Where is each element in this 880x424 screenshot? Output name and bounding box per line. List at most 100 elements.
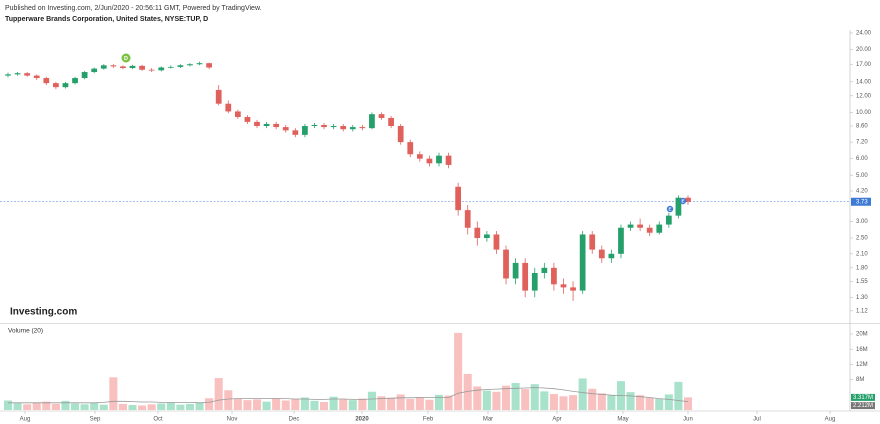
candle-body [263,123,270,127]
candle-body [81,72,88,79]
x-tick-label: Apr [552,417,561,423]
volume-title: Volume (20) [8,328,43,335]
volume-bar [185,403,194,410]
volume-ma-last-box [851,402,875,410]
candle-body [359,127,366,129]
volume-bar [569,395,578,410]
volume-bar [138,405,147,410]
candle-body [560,284,567,288]
volume-bar [99,404,108,410]
y-tick-label: 8.60 [856,124,868,130]
volume-bar [425,399,434,410]
volume-bar [444,395,453,410]
candle-body [206,63,212,68]
volume-bar [655,398,664,410]
candle-body [72,78,78,84]
volume-bar [578,378,587,410]
volume-ma-last-label: 2.212M [853,403,873,409]
volume-bar [300,397,309,410]
volume-bar [233,398,242,410]
candle-body [675,197,682,216]
chart-title: Tupperware Brands Corporation, United St… [5,16,208,23]
y-tick-label: 1.12 [856,308,868,314]
candle-body [426,158,433,164]
volume-bar [80,404,89,410]
last-price-label: 3.73 [856,199,868,205]
volume-last-box [851,393,875,401]
x-tick-label: Sep [90,417,101,423]
candle-body [292,130,299,135]
candle-body [531,272,538,291]
x-tick-label: Feb [423,417,434,423]
volume-last-label: 3.317M [853,395,873,401]
volume-bar [310,400,319,410]
candle-body [369,114,375,129]
event-marker [666,205,674,213]
candle-body [503,249,509,279]
published-note: Published on Investing.com, 2/Jun/2020 -… [5,5,262,12]
volume-bar [521,389,530,410]
volume-bar [61,400,70,410]
candle-body [484,234,490,239]
volume-bar [636,395,645,410]
volume-bar [166,402,175,410]
volume-bar [396,394,405,410]
y-tick-label: 1.80 [856,265,868,271]
candle-body [493,234,500,250]
volume-bar [147,404,156,410]
volume-bar [358,398,367,410]
candle-body [158,67,165,71]
y-tick-label: 7.20 [856,140,868,146]
volume-bar [195,402,204,410]
candle-body [234,111,241,117]
candle-body [436,155,442,164]
event-marker [679,197,687,205]
candle-body [656,224,663,233]
candle-body [637,224,643,228]
event-marker-label: E [681,198,684,203]
candle-body [302,126,308,135]
candle-body [665,215,672,225]
volume-bar [664,394,673,410]
candle-body [53,83,59,88]
candle-body [24,73,31,76]
x-tick-label: Jun [683,417,693,423]
volume-bar [13,403,22,410]
candle-body [273,123,280,128]
x-tick-label: 2020 [355,417,369,423]
volume-bar [415,397,424,410]
candle-body [608,253,615,259]
candle-body [579,234,586,291]
candle-body [282,127,289,131]
x-tick-label: Aug [20,417,31,423]
volume-bar [597,393,606,410]
candle-body [340,126,347,130]
y-tick-label: 3.00 [856,219,868,225]
volume-bar [42,401,51,410]
candle-body [551,267,557,285]
volume-bar [214,378,223,410]
volume-bar [377,396,386,410]
x-tick-label: May [617,417,628,423]
volume-bar [243,400,252,410]
volume-bar [118,403,127,410]
volume-bar [607,395,616,410]
y-tick-label: 4.20 [856,189,868,195]
candle-body [187,64,193,66]
volume-bar [674,381,683,410]
candle-body [455,186,462,211]
candle-body [627,224,634,228]
volume-bar [626,392,635,410]
volume-bar [492,391,501,410]
y-tick-label: 20.00 [856,47,872,53]
volume-bar [176,404,185,410]
volume-bar [434,394,444,410]
candle-body [330,126,337,128]
volume-bar [511,383,520,410]
volume-bar [272,398,281,410]
candle-body [321,124,327,128]
candle-body [100,65,107,69]
volume-bar [90,402,99,410]
y-tick-label: 8M [856,377,864,383]
volume-bar [224,390,233,410]
